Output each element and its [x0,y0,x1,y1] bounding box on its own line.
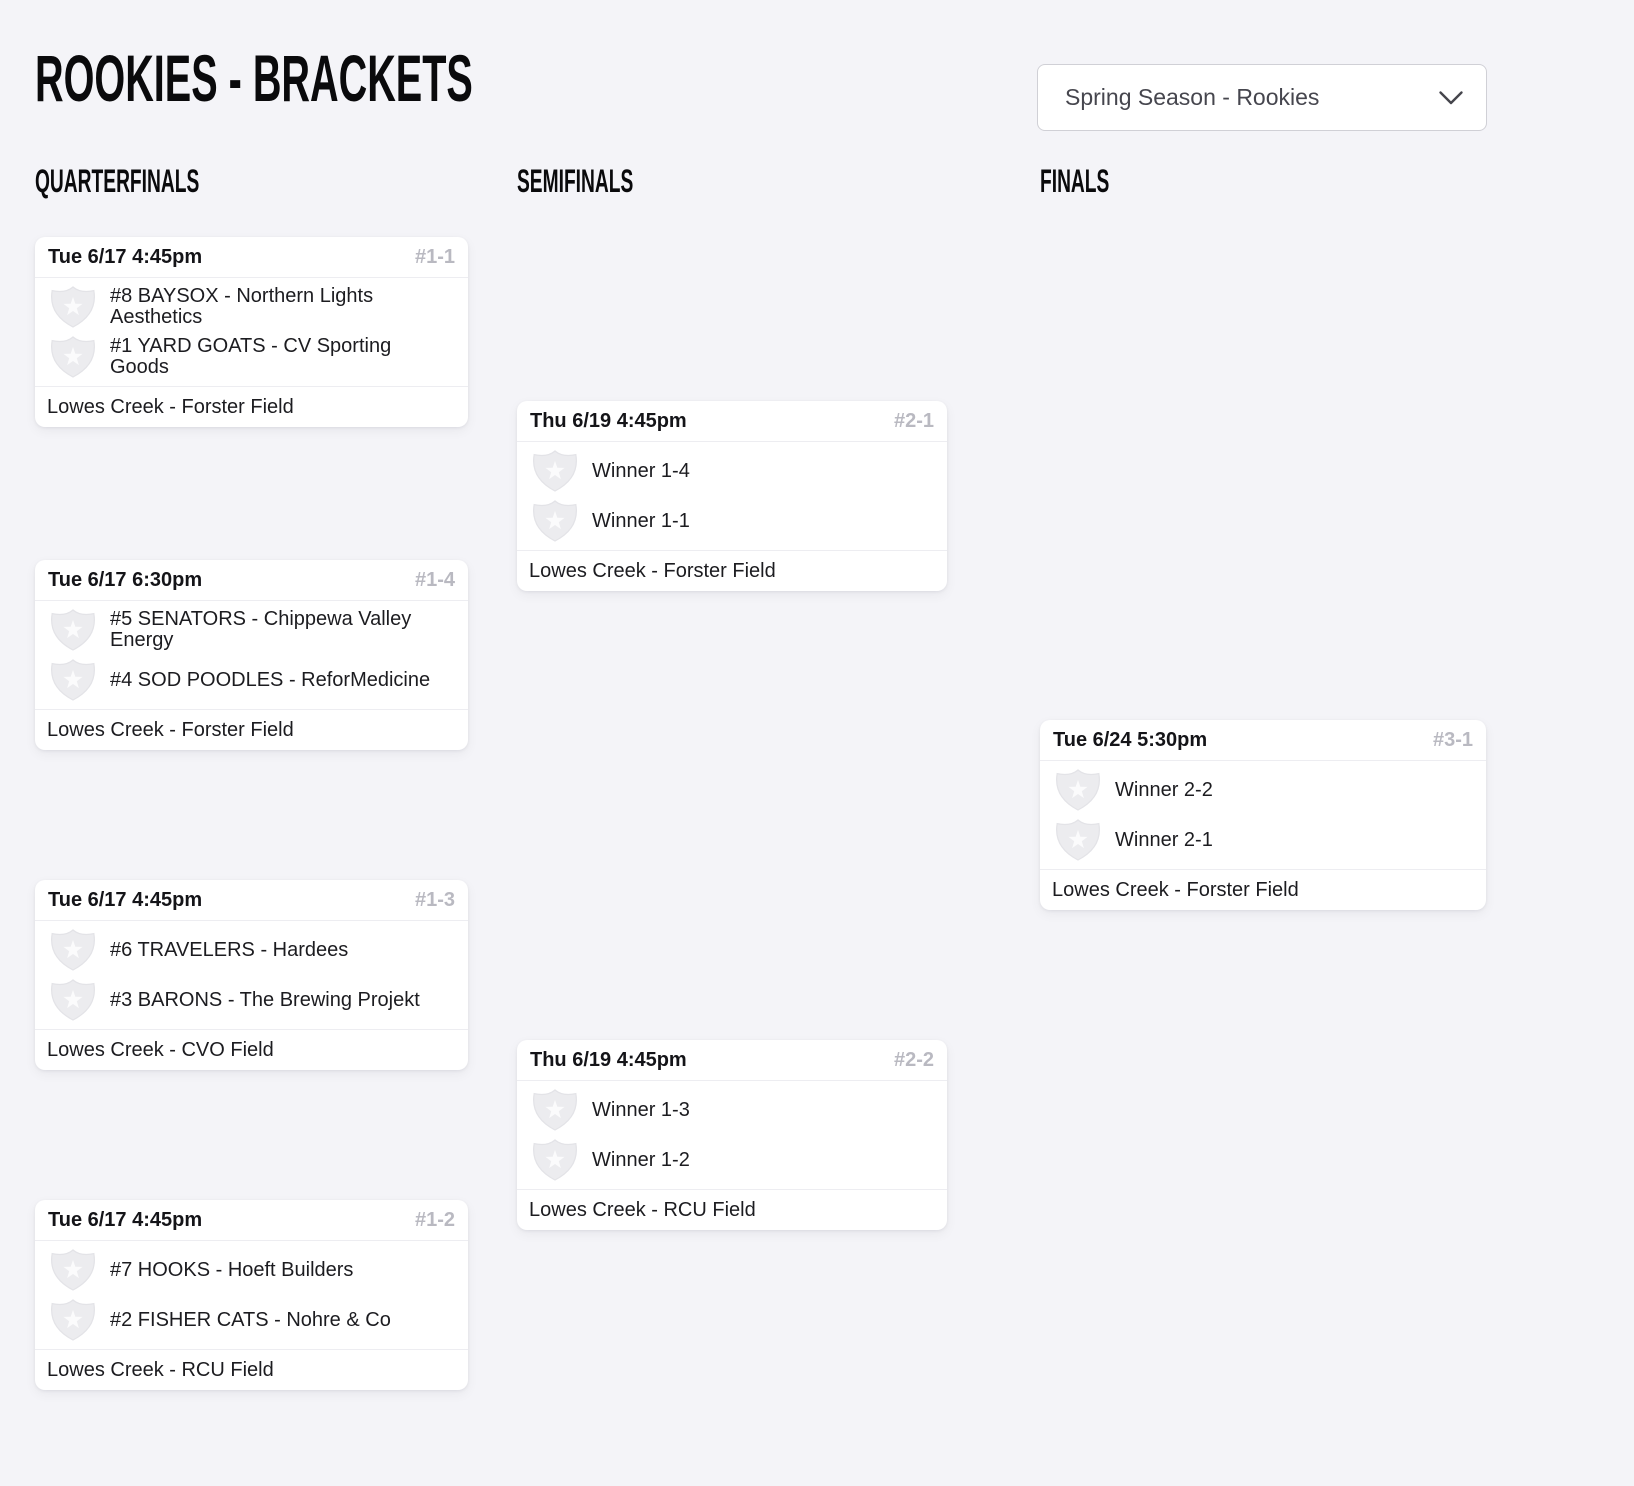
team-row[interactable]: #7 HOOKS - Hoeft Builders [35,1245,468,1295]
match-header: Thu 6/19 4:45pm #2-1 [517,401,947,442]
season-select[interactable]: Spring Season - Rookies [1037,64,1487,131]
match-code: #2-1 [893,409,934,432]
team-name: #8 BAYSOX - Northern Lights Aesthetics [110,285,374,328]
column-label-quarterfinals: QUARTERFINALS [35,163,200,199]
shield-star-icon [530,1137,580,1183]
match-card-1-4[interactable]: Tue 6/17 6:30pm #1-4 #5 SENATORS - Chipp… [35,560,468,750]
match-datetime: Tue 6/17 4:45pm [48,1208,203,1231]
match-datetime: Thu 6/19 4:45pm [530,409,687,432]
team-row[interactable]: #6 TRAVELERS - Hardees [35,925,468,975]
match-location: Lowes Creek - RCU Field [517,1189,947,1230]
team-row[interactable]: Winner 1-2 [517,1135,947,1185]
team-name: #2 FISHER CATS - Nohre & Co [110,1308,391,1331]
match-card-3-1[interactable]: Tue 6/24 5:30pm #3-1 Winner 2-2 Winner 2… [1040,720,1486,910]
match-card-1-2[interactable]: Tue 6/17 4:45pm #1-2 #7 HOOKS - Hoeft Bu… [35,1200,468,1390]
match-header: Thu 6/19 4:45pm #2-2 [517,1040,947,1081]
page-title: ROOKIES - BRACKETS [35,41,473,115]
shield-star-icon [48,1247,98,1293]
match-datetime: Tue 6/17 4:45pm [48,888,203,911]
match-card-2-2[interactable]: Thu 6/19 4:45pm #2-2 Winner 1-3 Winner 1… [517,1040,947,1230]
shield-star-icon [530,448,580,494]
team-row[interactable]: Winner 2-1 [1040,815,1486,865]
team-row[interactable]: Winner 1-1 [517,496,947,546]
match-header: Tue 6/17 4:45pm #1-2 [35,1200,468,1241]
match-code: #1-4 [414,568,455,591]
match-header: Tue 6/17 6:30pm #1-4 [35,560,468,601]
team-name: #1 YARD GOATS - CV Sporting Goods [110,335,392,378]
match-location: Lowes Creek - Forster Field [517,550,947,591]
team-row[interactable]: #2 FISHER CATS - Nohre & Co [35,1295,468,1345]
shield-star-icon [48,1297,98,1343]
match-code: #3-1 [1432,728,1473,751]
match-location: Lowes Creek - Forster Field [35,386,468,427]
team-name: #6 TRAVELERS - Hardees [110,938,349,961]
match-code: #1-1 [414,245,455,268]
team-name: Winner 1-1 [592,509,690,532]
match-datetime: Thu 6/19 4:45pm [530,1048,687,1071]
team-row[interactable]: #3 BARONS - The Brewing Projekt [35,975,468,1025]
season-select-value: Spring Season - Rookies [1065,84,1320,110]
team-row[interactable]: Winner 2-2 [1040,765,1486,815]
shield-star-icon [48,284,98,330]
team-row[interactable]: Winner 1-4 [517,446,947,496]
team-name: Winner 1-4 [592,459,690,482]
match-card-1-3[interactable]: Tue 6/17 4:45pm #1-3 #6 TRAVELERS - Hard… [35,880,468,1070]
team-name: Winner 2-2 [1115,778,1213,801]
match-location: Lowes Creek - Forster Field [35,709,468,750]
team-name: #5 SENATORS - Chippewa Valley Energy [110,608,412,651]
match-card-2-1[interactable]: Thu 6/19 4:45pm #2-1 Winner 1-4 Winner 1… [517,401,947,591]
team-row[interactable]: Winner 1-3 [517,1085,947,1135]
match-location: Lowes Creek - RCU Field [35,1349,468,1390]
shield-star-icon [48,977,98,1023]
team-name: Winner 1-3 [592,1098,690,1121]
shield-star-icon [48,334,98,380]
team-row[interactable]: #5 SENATORS - Chippewa Valley Energy [35,605,468,655]
match-code: #1-3 [414,888,455,911]
match-datetime: Tue 6/24 5:30pm [1053,728,1208,751]
match-card-1-1[interactable]: Tue 6/17 4:45pm #1-1 #8 BAYSOX - Norther… [35,237,468,427]
team-name: #4 SOD POODLES - ReforMedicine [110,668,431,691]
team-name: Winner 1-2 [592,1148,690,1171]
column-label-finals: FINALS [1040,163,1110,199]
shield-star-icon [1053,767,1103,813]
match-location: Lowes Creek - CVO Field [35,1029,468,1070]
match-header: Tue 6/17 4:45pm #1-1 [35,237,468,278]
match-datetime: Tue 6/17 4:45pm [48,245,203,268]
shield-star-icon [48,607,98,653]
match-header: Tue 6/17 4:45pm #1-3 [35,880,468,921]
match-header: Tue 6/24 5:30pm #3-1 [1040,720,1486,761]
match-location: Lowes Creek - Forster Field [1040,869,1486,910]
team-row[interactable]: #1 YARD GOATS - CV Sporting Goods [35,332,468,382]
team-row[interactable]: #8 BAYSOX - Northern Lights Aesthetics [35,282,468,332]
chevron-down-icon [1438,90,1464,106]
column-label-semifinals: SEMIFINALS [517,163,634,199]
shield-star-icon [530,498,580,544]
match-code: #1-2 [414,1208,455,1231]
match-datetime: Tue 6/17 6:30pm [48,568,203,591]
shield-star-icon [48,657,98,703]
team-row[interactable]: #4 SOD POODLES - ReforMedicine [35,655,468,705]
team-name: #7 HOOKS - Hoeft Builders [110,1258,354,1281]
shield-star-icon [1053,817,1103,863]
team-name: #3 BARONS - The Brewing Projekt [110,988,420,1011]
shield-star-icon [48,927,98,973]
match-code: #2-2 [893,1048,934,1071]
team-name: Winner 2-1 [1115,828,1213,851]
shield-star-icon [530,1087,580,1133]
